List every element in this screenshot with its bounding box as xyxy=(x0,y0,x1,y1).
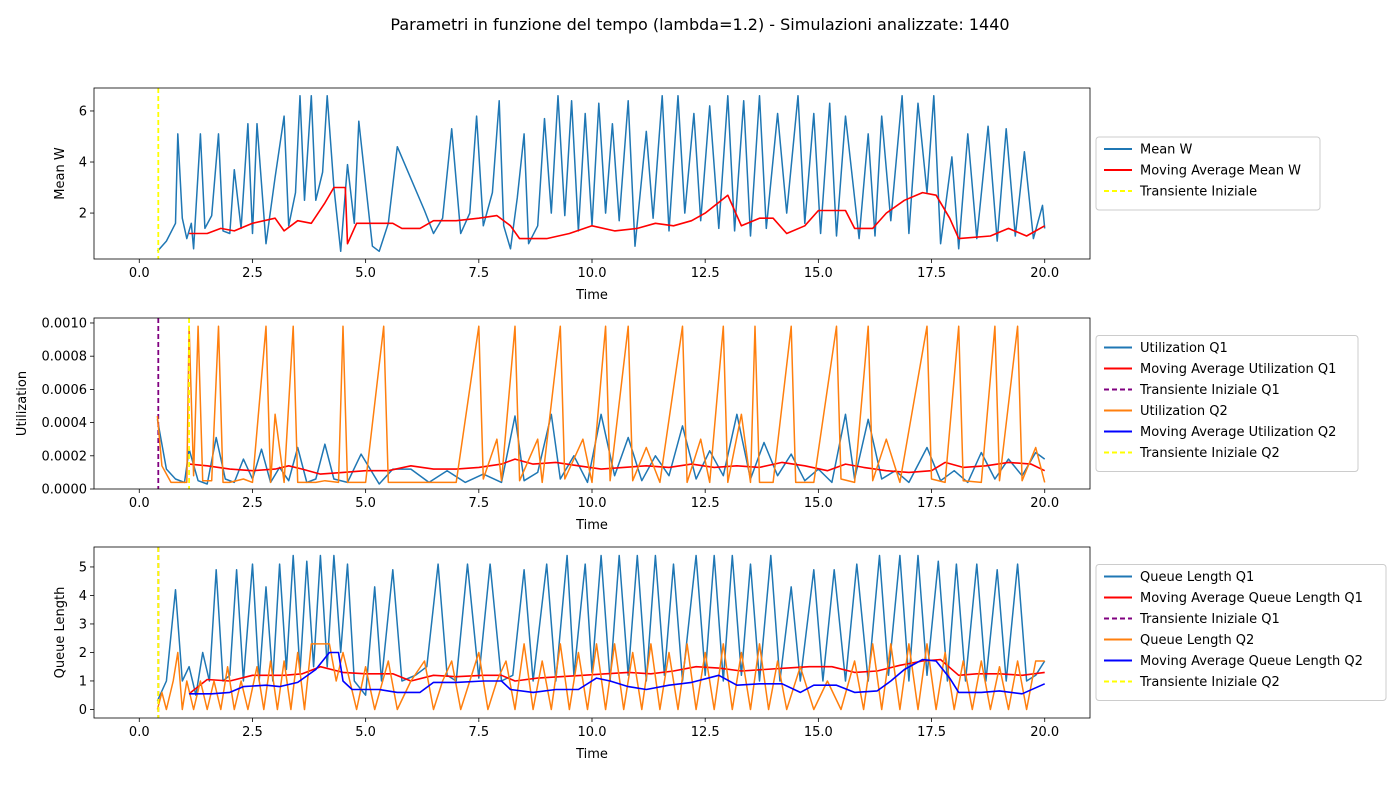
y-tick-label: 0.0002 xyxy=(42,449,88,464)
legend: Utilization Q1 Moving Average Utilization… xyxy=(1095,335,1359,472)
series-moving-average-queue-length-q2-line xyxy=(189,651,1046,695)
legend-label: Transiente Iniziale Q1 xyxy=(1139,612,1280,627)
x-tick-label: 17.5 xyxy=(917,266,946,281)
subplot-1: 0.0 2.5 5.0 7.5 10.0 12.5 15.0 17.5 20.0 2 4 6 Time M… xyxy=(53,87,1321,303)
legend-label: Moving Average Queue Length Q2 xyxy=(1140,654,1363,669)
legend-label: Transiente Iniziale xyxy=(1139,185,1257,200)
x-tick-label: 0.0 xyxy=(129,266,150,281)
x-axis-label: Time xyxy=(575,518,608,533)
series-utilization-q2-line xyxy=(156,325,1046,484)
x-tick-label: 20.0 xyxy=(1030,725,1059,740)
y-tick-label: 1 xyxy=(79,674,87,689)
y-tick-label: 2 xyxy=(79,207,87,222)
legend-frame xyxy=(1095,335,1359,472)
x-tick-label: 15.0 xyxy=(804,496,833,511)
y-axis-label: Utilization xyxy=(15,371,30,436)
legend-label: Queue Length Q1 xyxy=(1140,570,1254,585)
x-tick-label: 17.5 xyxy=(917,496,946,511)
series-utilization-q1-line xyxy=(156,413,1046,485)
legend-label: Transiente Iniziale Q1 xyxy=(1139,383,1280,398)
x-tick-label: 7.5 xyxy=(468,496,489,511)
legend: Queue Length Q1 Moving Average Queue Leng… xyxy=(1095,564,1387,701)
y-tick-label: 5 xyxy=(79,560,87,575)
x-tick-label: 0.0 xyxy=(129,496,150,511)
x-tick-label: 0.0 xyxy=(129,725,150,740)
x-tick-label: 5.0 xyxy=(355,496,376,511)
x-tick-label: 2.5 xyxy=(242,725,263,740)
x-tick-label: 5.0 xyxy=(355,266,376,281)
plot-area xyxy=(156,318,1046,489)
series-queue-length-q2-line xyxy=(156,643,1045,711)
x-tick-label: 5.0 xyxy=(355,725,376,740)
series-queue-length-q1-line xyxy=(156,554,1046,702)
legend-label: Transiente Iniziale Q2 xyxy=(1139,675,1280,690)
y-tick-label: 3 xyxy=(79,617,87,632)
y-tick-label: 2 xyxy=(79,646,87,661)
subplot-3: 0.0 2.5 5.0 7.5 10.0 12.5 15.0 17.5 20.0 0 1 2 3 4 5 Ti… xyxy=(53,546,1387,762)
legend: Mean W Moving Average Mean W Transiente In… xyxy=(1095,136,1321,211)
x-tick-label: 10.0 xyxy=(578,496,607,511)
legend-frame xyxy=(1095,136,1321,211)
y-axis-label: Queue Length xyxy=(53,587,68,679)
x-tick-label: 17.5 xyxy=(917,725,946,740)
legend-label: Utilization Q2 xyxy=(1140,404,1228,419)
x-tick-label: 20.0 xyxy=(1030,496,1059,511)
plot-area xyxy=(156,547,1046,718)
y-tick-label: 4 xyxy=(79,589,87,604)
series-mean-w-line xyxy=(156,94,1046,253)
y-tick-label: 0.0008 xyxy=(42,350,88,365)
x-tick-label: 12.5 xyxy=(691,725,720,740)
x-tick-label: 2.5 xyxy=(242,266,263,281)
legend-frame xyxy=(1095,564,1387,701)
subplots: 0.0 2.5 5.0 7.5 10.0 12.5 15.0 17.5 20.0246TimeM… xyxy=(15,87,1387,762)
legend-label: Mean W xyxy=(1140,143,1193,158)
y-tick-label: 0.0004 xyxy=(42,416,88,431)
y-tick-label: 0.0010 xyxy=(42,316,88,331)
legend-label: Moving Average Queue Length Q1 xyxy=(1140,591,1363,606)
x-tick-label: 12.5 xyxy=(691,266,720,281)
x-axis-label: Time xyxy=(575,747,608,762)
y-tick-label: 6 xyxy=(79,104,87,119)
subplot-2: 0.0 2.5 5.0 7.5 10.0 12.5 15.0 17.5 20.0 0.0000 0.… xyxy=(15,316,1359,533)
x-tick-label: 12.5 xyxy=(691,496,720,511)
series-moving-average-mean-w-line xyxy=(189,186,1046,245)
x-tick-label: 2.5 xyxy=(242,496,263,511)
x-tick-label: 10.0 xyxy=(578,266,607,281)
plot-area xyxy=(156,88,1046,259)
series-moving-average-utilization-q1-line xyxy=(189,458,1046,475)
x-tick-label: 10.0 xyxy=(578,725,607,740)
x-tick-label: 7.5 xyxy=(468,725,489,740)
x-axis-label: Time xyxy=(575,288,608,303)
legend-label: Utilization Q1 xyxy=(1140,341,1228,356)
legend-label: Moving Average Utilization Q1 xyxy=(1140,362,1336,377)
y-tick-label: 0.0006 xyxy=(42,383,88,398)
y-tick-label: 0.0000 xyxy=(42,483,88,498)
y-tick-label: 4 xyxy=(79,156,87,171)
x-tick-label: 15.0 xyxy=(804,725,833,740)
x-tick-label: 15.0 xyxy=(804,266,833,281)
y-tick-label: 0 xyxy=(79,703,87,718)
legend-label: Transiente Iniziale Q2 xyxy=(1139,446,1280,461)
figure-title: Parametri in funzione del tempo (lambda=… xyxy=(390,15,1009,34)
y-axis-label: Mean W xyxy=(53,147,68,200)
x-tick-label: 7.5 xyxy=(468,266,489,281)
legend-label: Moving Average Mean W xyxy=(1140,164,1301,179)
legend-label: Queue Length Q2 xyxy=(1140,633,1254,648)
x-tick-label: 20.0 xyxy=(1030,266,1059,281)
legend-label: Moving Average Utilization Q2 xyxy=(1140,425,1336,440)
